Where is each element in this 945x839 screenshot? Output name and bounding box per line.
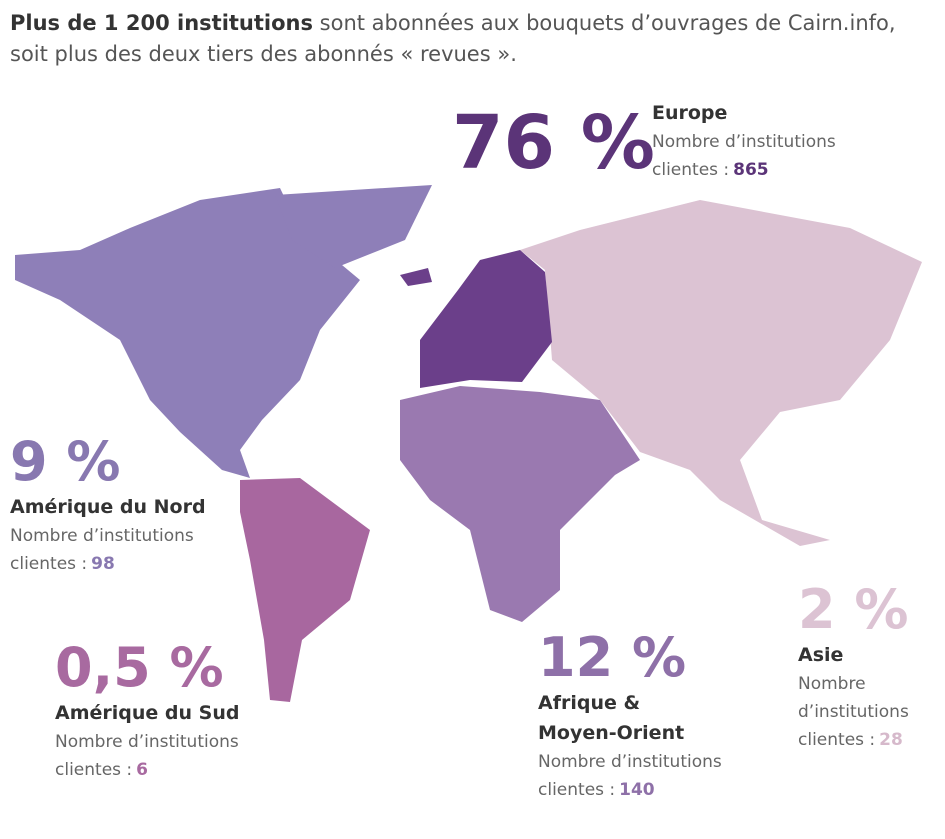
region: 9 % Amérique du Nord Nombre d’institutions… — [10, 432, 250, 578]
headline-text: sont abonnées aux bouquets d’ouvrages de… — [10, 11, 896, 66]
region-name: Afrique & Moyen-Orient — [538, 692, 685, 744]
region-percent: 9 % — [10, 430, 121, 493]
count-value: 6 — [136, 760, 148, 780]
count-value: 140 — [619, 780, 655, 800]
north-america — [15, 188, 360, 478]
region-name: Amérique du Nord — [10, 496, 206, 518]
region-percent: 0,5 % — [55, 636, 224, 699]
greenland — [275, 185, 432, 268]
count-label: Nombre d’institutions clientes : — [10, 526, 194, 574]
europe — [420, 250, 552, 388]
region-count: Nombre d’institutions clientes :6 — [55, 728, 295, 784]
count-label: Nombre d’institutions clientes : — [652, 132, 836, 180]
region-text: Amérique du Nord Nombre d’institutions cl… — [10, 492, 250, 578]
region-count: Nombre d’institutions clientes :28 — [798, 670, 938, 754]
region-count: Nombre d’institutions clientes :865 — [652, 128, 882, 184]
region-percent: 12 % — [538, 626, 687, 689]
count-label: Nombre d’institutions clientes : — [798, 674, 909, 750]
region-name: Europe — [652, 102, 728, 124]
region: 0,5 % Amérique du Sud Nombre d’institution… — [55, 638, 295, 784]
region-count: Nombre d’institutions clientes :98 — [10, 522, 250, 578]
region-text: Afrique & Moyen-Orient Nombre d’instituti… — [538, 688, 748, 804]
region-count: Nombre d’institutions clientes :140 — [538, 748, 748, 804]
region-name: Amérique du Sud — [55, 702, 240, 724]
region: 12 % Afrique & Moyen-Orient Nombre d’insti… — [538, 628, 748, 804]
region-text: Amérique du Sud Nombre d’institutions cli… — [55, 698, 295, 784]
headline-bold: Plus de 1 200 institutions — [10, 11, 313, 35]
headline: Plus de 1 200 institutions sont abonnées… — [10, 8, 930, 70]
count-label: Nombre d’institutions clientes : — [538, 752, 722, 800]
count-value: 98 — [91, 554, 115, 574]
south-america — [240, 478, 370, 702]
africa-middle-east — [400, 386, 640, 622]
region-percent: 2 % — [798, 578, 909, 641]
region-text: Asie Nombre d’institutions clientes :28 — [798, 640, 938, 754]
count-value: 28 — [879, 730, 903, 750]
region-percent: 76 % — [452, 100, 655, 186]
region: 2 % Asie Nombre d’institutions clientes :2… — [798, 580, 938, 754]
asia — [520, 200, 922, 546]
region-name: Asie — [798, 644, 844, 666]
count-label: Nombre d’institutions clientes : — [55, 732, 239, 780]
region-text: Europe Nombre d’institutions clientes :86… — [652, 98, 882, 184]
count-value: 865 — [733, 160, 769, 180]
iceland — [400, 268, 432, 286]
